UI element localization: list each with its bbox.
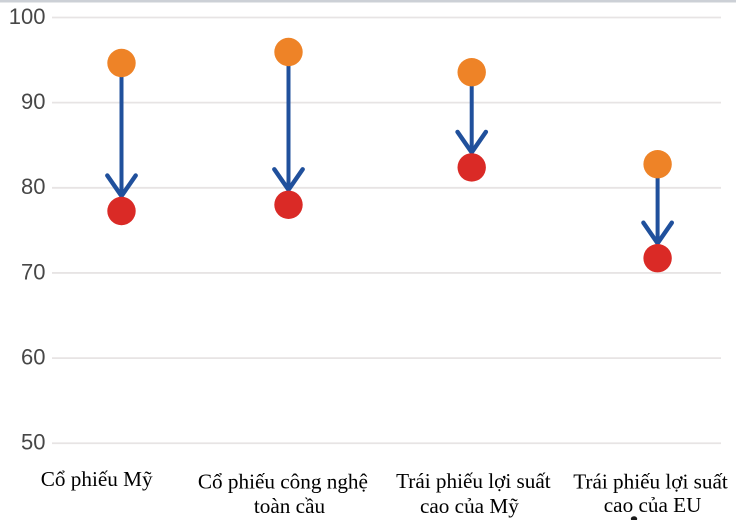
svg-text:toàn cầu: toàn cầu bbox=[254, 494, 326, 518]
svg-text:cao của EU: cao của EU bbox=[604, 493, 702, 517]
svg-text:60: 60 bbox=[21, 344, 45, 369]
svg-text:cao của Mỹ: cao của Mỹ bbox=[420, 494, 519, 518]
svg-text:Cổ phiếu công nghệ: Cổ phiếu công nghệ bbox=[198, 470, 368, 494]
svg-text:100: 100 bbox=[9, 4, 46, 29]
svg-text:80: 80 bbox=[21, 174, 45, 199]
svg-text:50: 50 bbox=[21, 430, 45, 455]
svg-text:70: 70 bbox=[21, 259, 45, 284]
svg-text:Trái phiếu lợi suất: Trái phiếu lợi suất bbox=[396, 469, 551, 493]
svg-text:Cổ phiếu Mỹ: Cổ phiếu Mỹ bbox=[41, 467, 153, 491]
svg-text:90: 90 bbox=[21, 89, 45, 114]
svg-text:Trái phiếu lợi suất: Trái phiếu lợi suất bbox=[573, 470, 728, 494]
